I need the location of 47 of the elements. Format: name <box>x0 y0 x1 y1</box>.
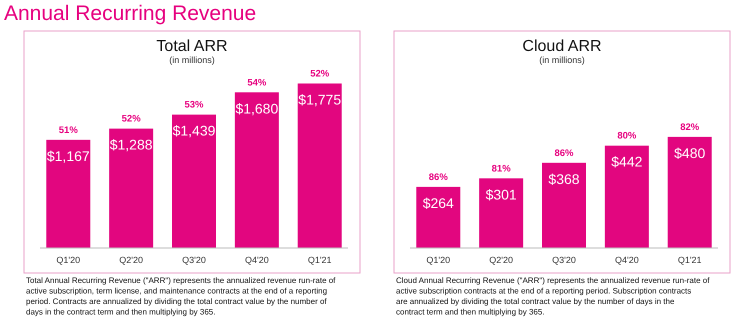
text: Annual Recurring Revenue <box>4 2 256 25</box>
x-tick-label: Q4'20 <box>614 255 639 265</box>
bar <box>479 178 524 248</box>
x-tick-label: Q2'20 <box>119 255 144 265</box>
x-tick-label: Q1'20 <box>426 255 450 265</box>
annotation: 86% <box>428 172 448 183</box>
bar <box>668 136 712 248</box>
x-tick-label: Q3'20 <box>552 255 576 265</box>
annotation: 54% <box>247 77 267 88</box>
data-label: $1,439 <box>172 122 216 139</box>
x-tick-label: Q1'21 <box>308 255 332 265</box>
annotation: 81% <box>492 163 512 174</box>
text: Cloud Annual Recurring Revenue ("ARR") represents the annualized revenue run-rate of active subscription contracts at the end of a reporting period. Subscription contracts are annualized by dividing the total contract value by the number of days in the contract term and then multiplying by 365. <box>396 276 710 316</box>
chart-subtitle: (in millions) <box>539 55 585 65</box>
bar <box>416 186 460 248</box>
chart-subtitle: (in millions) <box>169 55 215 65</box>
annotation: 52% <box>122 114 142 125</box>
annotation: 51% <box>58 124 78 136</box>
data-label: $1,680 <box>235 100 278 116</box>
annotation: 82% <box>680 122 700 133</box>
annotation: 86% <box>554 148 574 159</box>
bar <box>234 92 279 248</box>
x-tick-label: Q2'20 <box>489 255 514 265</box>
bar <box>542 162 586 248</box>
data-label: $1,288 <box>110 136 153 153</box>
chart-title: Total ARR <box>156 38 228 55</box>
chart-title: Cloud ARR <box>522 38 602 55</box>
data-label: $1,775 <box>298 92 342 108</box>
data-label: $1,167 <box>46 148 90 164</box>
x-tick-label: Q3'20 <box>182 255 206 265</box>
bar <box>172 114 216 248</box>
bar <box>298 84 342 248</box>
data-label: $264 <box>422 194 454 211</box>
data-label: $368 <box>548 170 580 187</box>
data-label: $480 <box>674 144 706 161</box>
bar <box>46 140 90 248</box>
bar <box>604 146 649 248</box>
data-label: $301 <box>486 186 517 202</box>
annotation: 53% <box>184 100 204 111</box>
text: Total Annual Recurring Revenue ("ARR") represents the annualized revenue run-rate of active subscription, term license, and maintenance contracts at the end of a reporting period. Contracts are annualized by dividing the total contract value by the number of days in the contract term and then multiplying by 365. <box>26 276 336 316</box>
x-tick-label: Q1'21 <box>678 255 702 265</box>
annotation: 80% <box>617 130 637 142</box>
annotation: 52% <box>310 68 330 80</box>
x-tick-label: Q4'20 <box>244 255 269 265</box>
bar <box>109 128 154 248</box>
data-label: $442 <box>611 154 643 170</box>
x-tick-label: Q1'20 <box>56 255 80 265</box>
